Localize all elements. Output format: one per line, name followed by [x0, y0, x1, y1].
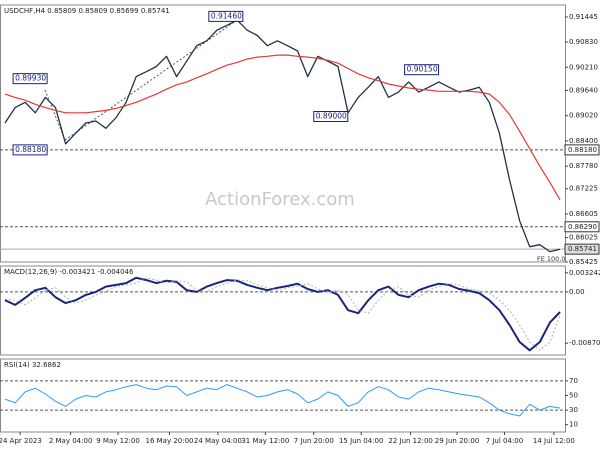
annotation-box	[12, 144, 48, 156]
x-tick-label: 31 May 12:00	[241, 437, 289, 445]
y-tick-label: 50	[569, 392, 578, 400]
x-tick-label: 24 May 04:00	[194, 437, 242, 445]
x-tick-label: 29 Jun 20:00	[435, 437, 479, 445]
x-tick-label: 7 Jul 04:00	[486, 437, 524, 445]
annotation-box	[313, 111, 349, 123]
y-tick-label: 70	[569, 377, 578, 385]
level-label: 0.86290	[568, 223, 597, 231]
x-tick-label: 15 Jun 04:00	[339, 437, 383, 445]
series-line	[4, 19, 561, 253]
y-tick-label: 0.90830	[569, 38, 598, 46]
y-tick-label: 0.89020	[569, 112, 598, 120]
level-label-box	[564, 144, 600, 156]
y-tick-label: 0.89640	[569, 86, 598, 94]
x-tick-label: 14 Jul 12:00	[533, 437, 575, 445]
panel-title: MACD(12,26,9) -0.003421 -0.004046	[4, 268, 134, 276]
annotation-box	[208, 10, 244, 22]
y-tick-label: 0.91445	[569, 13, 598, 21]
series-line	[4, 276, 561, 352]
annotation-label: 0.91460	[211, 11, 242, 20]
series-line	[4, 277, 561, 351]
x-tick-label: 24 Apr 2023	[0, 437, 42, 445]
level-label-box	[564, 221, 600, 233]
level-label: 0.85741	[568, 245, 597, 253]
annotation-label: 0.89000	[316, 112, 347, 121]
y-tick-label: 0.85425	[569, 258, 598, 266]
note: FE 100.0	[537, 255, 566, 263]
series-line	[4, 54, 561, 201]
annotation-label: 0.89930	[15, 74, 46, 83]
y-tick-label: 0.86605	[569, 210, 598, 218]
level-label-box	[564, 243, 600, 255]
y-tick-label: 0.00	[569, 288, 585, 296]
y-tick-label: 0.86025	[569, 234, 598, 242]
y-tick-label: 0.003242	[569, 269, 600, 277]
annotation-label: 0.90150	[407, 65, 438, 74]
y-tick-label: 0.87225	[569, 185, 598, 193]
level-label: 0.88180	[568, 146, 597, 154]
y-tick-label: -0.008703	[569, 339, 600, 347]
x-tick-label: 9 May 12:00	[96, 437, 140, 445]
x-tick-label: 2 May 04:00	[49, 437, 93, 445]
series-line	[4, 384, 561, 417]
x-tick-label: 16 May 20:00	[145, 437, 193, 445]
y-tick-label: 0.88400	[569, 137, 598, 145]
watermark: ActionForex.com	[205, 189, 355, 210]
y-tick-label: 30	[569, 406, 578, 414]
panel-title: USDCHF,H4 0.85809 0.85809 0.85699 0.8574…	[4, 7, 170, 15]
panel-frame	[0, 265, 566, 356]
y-tick-label: 0.87780	[569, 162, 598, 170]
y-tick-label: 0.90210	[569, 63, 598, 71]
panel-frame	[0, 4, 566, 263]
x-tick-label: 22 Jun 12:00	[388, 437, 432, 445]
wave-line	[64, 17, 241, 141]
annotation-box	[12, 73, 48, 85]
y-tick-label: 10	[569, 421, 578, 429]
annotation-label: 0.88180	[15, 145, 46, 154]
panel-title: RSI(14) 32.6862	[4, 361, 61, 369]
x-tick-label: 7 Jun 20:00	[294, 437, 334, 445]
annotation-box	[404, 64, 440, 76]
